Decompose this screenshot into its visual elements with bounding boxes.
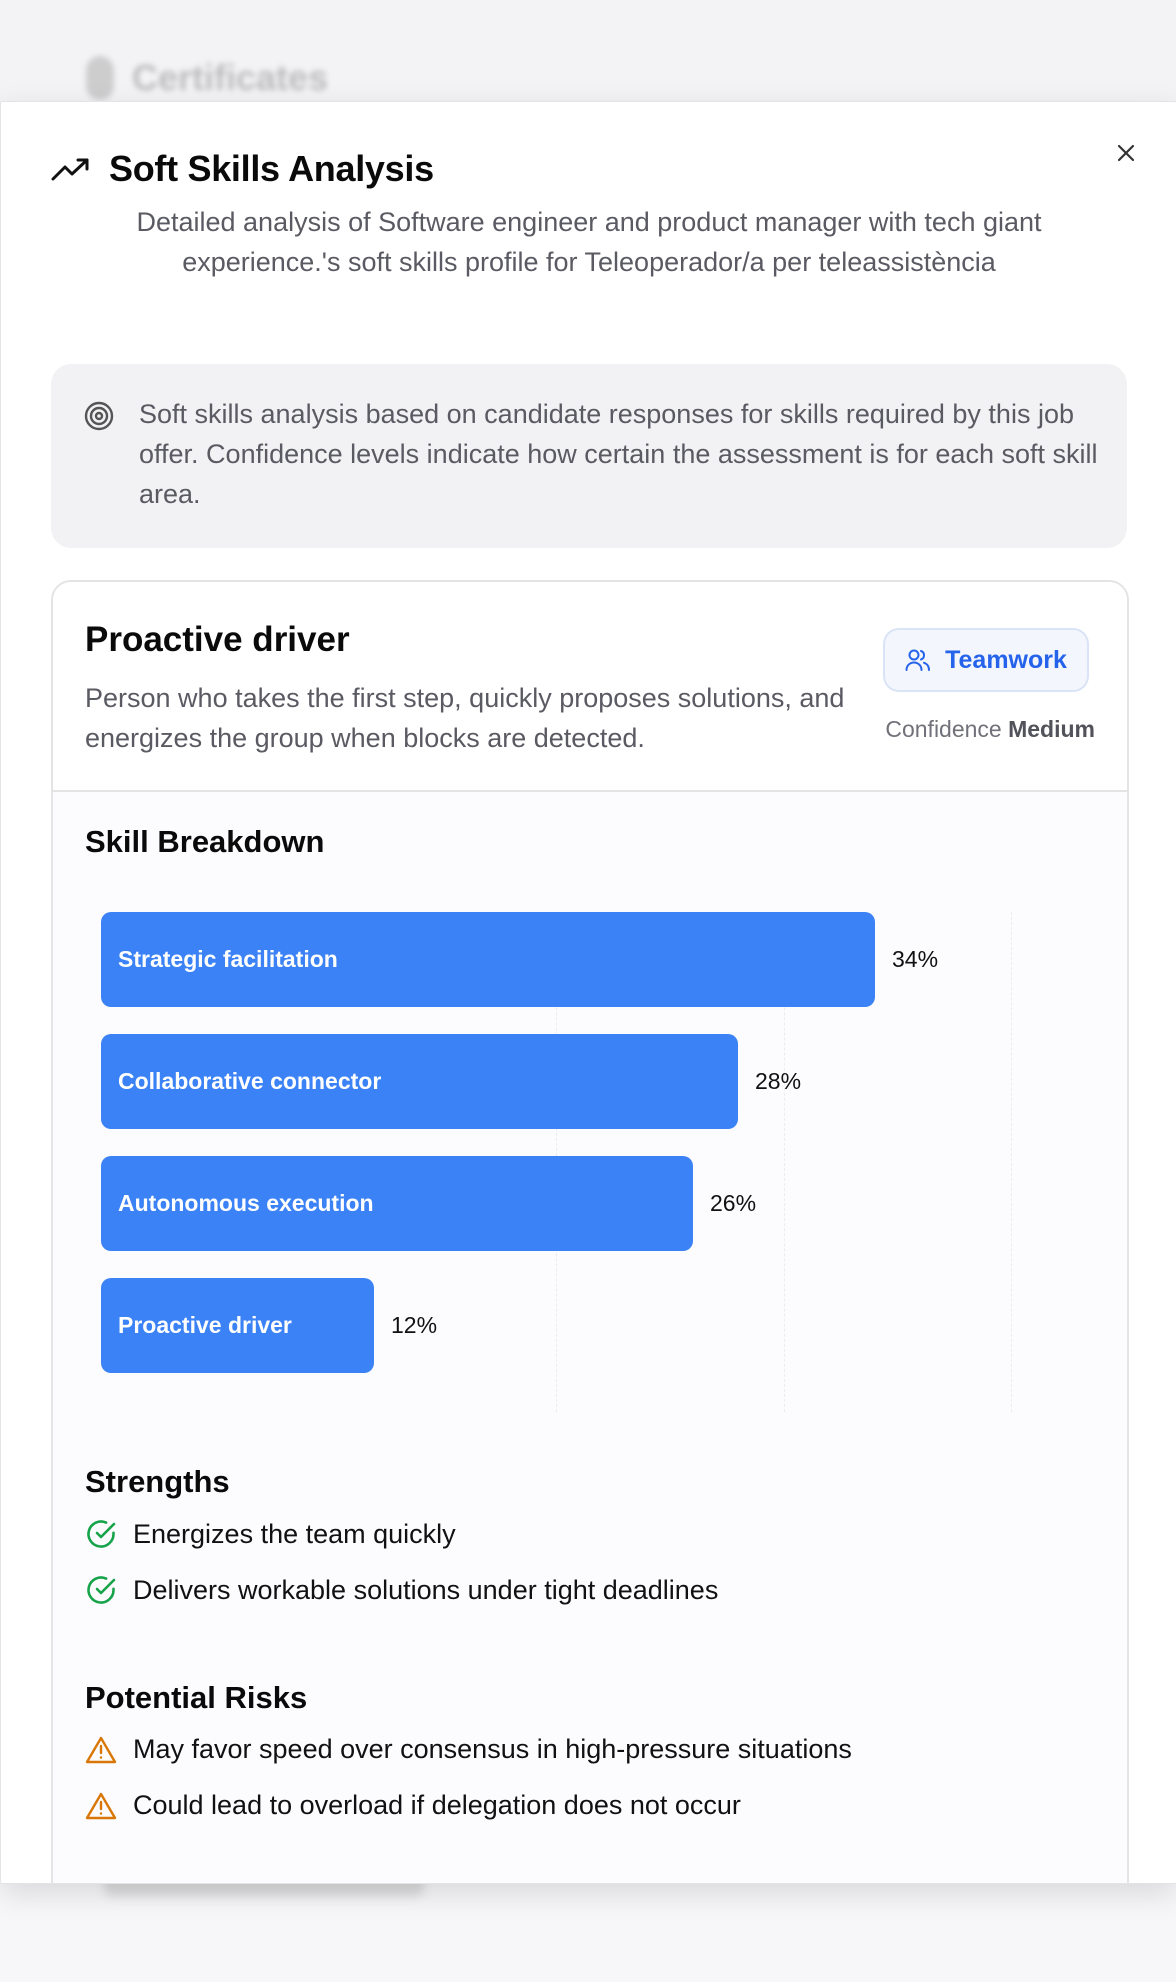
- chart-gridline: [784, 912, 785, 1412]
- target-icon: [84, 401, 114, 431]
- confidence-value: Medium: [1008, 716, 1095, 742]
- background-title-text: Certificates: [132, 57, 329, 98]
- strength-item: Energizes the team quickly: [85, 1518, 456, 1550]
- skill-title: Proactive driver: [85, 620, 350, 659]
- risk-text: May favor speed over consensus in high-p…: [133, 1734, 852, 1764]
- strengths-title: Strengths: [85, 1464, 230, 1499]
- check-circle-icon: [87, 1520, 116, 1548]
- chart-bar: Collaborative connector: [101, 1034, 738, 1129]
- strength-text: Delivers workable solutions under tight …: [133, 1574, 719, 1605]
- risk-text: Could lead to overload if delegation doe…: [133, 1790, 741, 1820]
- chart-bar-label: Strategic facilitation: [118, 946, 338, 972]
- chart-bar-label: Collaborative connector: [118, 1068, 382, 1094]
- check-circle-icon: [87, 1576, 116, 1604]
- category-badge-label: Teamwork: [945, 645, 1067, 674]
- chart-value-label: 28%: [755, 1068, 802, 1094]
- skill-breakdown-chart: Strategic facilitation 34% Collaborative c…: [101, 912, 1101, 1412]
- chart-gridline: [1011, 912, 1012, 1412]
- info-box: Soft skills analysis based on candidate …: [51, 364, 1127, 548]
- background-header: [0, 0, 1176, 101]
- chart-bar: Proactive driver: [101, 1278, 374, 1373]
- strength-text: Energizes the team quickly: [133, 1518, 456, 1549]
- dialog-header: Soft Skills Analysis: [51, 148, 434, 190]
- close-icon: [1117, 144, 1135, 162]
- users-icon: [905, 649, 931, 671]
- warning-icon: [85, 1736, 117, 1763]
- chart-bar: Autonomous execution: [101, 1156, 693, 1251]
- dialog-title: Soft Skills Analysis: [109, 148, 434, 189]
- chart-bar-label: Autonomous execution: [118, 1190, 374, 1216]
- skill-card: Proactive driver Person who takes the fi…: [51, 580, 1129, 1883]
- skill-card-body: Skill Breakdown Strategic facilitation 34…: [53, 792, 1127, 1883]
- chart-value-label: 34%: [892, 946, 939, 972]
- skill-card-header: Proactive driver Person who takes the fi…: [53, 582, 1127, 792]
- info-text: Soft skills analysis based on candidate …: [139, 399, 1098, 509]
- strength-item: Delivers workable solutions under tight …: [85, 1574, 718, 1606]
- risk-item: May favor speed over consensus in high-p…: [85, 1734, 852, 1765]
- chart-value-label: 12%: [391, 1312, 438, 1338]
- soft-skills-dialog: Soft Skills Analysis Detailed analysis o…: [0, 101, 1176, 1884]
- risks-title: Potential Risks: [85, 1680, 308, 1715]
- background-title: Certificates: [86, 56, 328, 100]
- certificate-icon: [86, 56, 114, 100]
- skill-description: Person who takes the first step, quickly…: [85, 683, 845, 753]
- confidence-indicator: Confidence Medium: [885, 716, 1095, 743]
- chart-bar: Strategic facilitation: [101, 912, 875, 1007]
- warning-icon: [85, 1792, 117, 1819]
- category-badge[interactable]: Teamwork: [883, 628, 1089, 692]
- background-footer: [0, 1882, 1176, 1982]
- breakdown-title: Skill Breakdown: [85, 824, 325, 859]
- confidence-label: Confidence: [885, 716, 1002, 742]
- close-button[interactable]: [1109, 136, 1143, 170]
- risk-item: Could lead to overload if delegation doe…: [85, 1790, 741, 1821]
- trending-up-icon: [51, 158, 89, 181]
- dialog-description: Detailed analysis of Software engineer a…: [136, 207, 1042, 277]
- chart-bar-label: Proactive driver: [118, 1312, 292, 1338]
- chart-value-label: 26%: [710, 1190, 757, 1216]
